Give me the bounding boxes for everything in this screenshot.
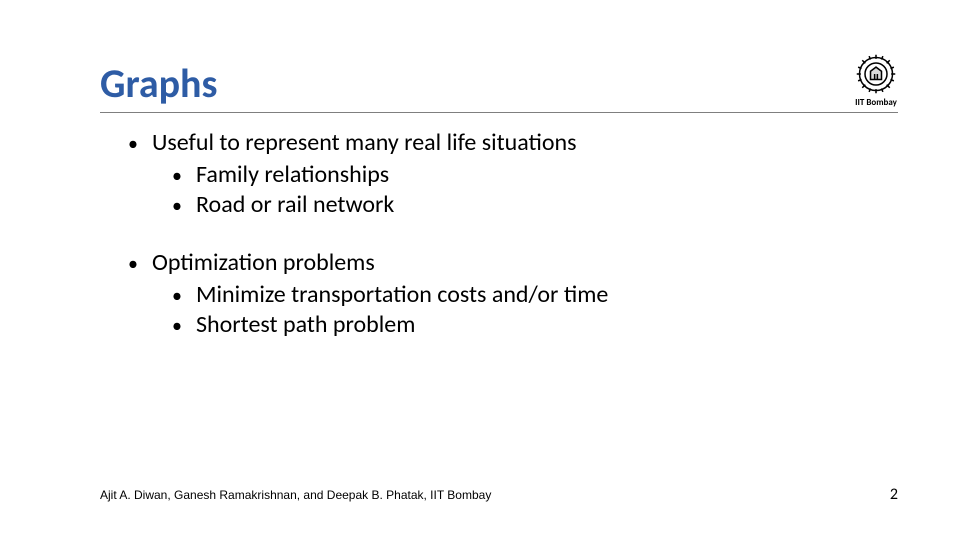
slide-header: Graphs xyxy=(100,52,898,108)
sub-bullet-text: Family relationships xyxy=(196,160,880,190)
bullet-text: Useful to represent many real life situa… xyxy=(152,128,880,158)
sub-bullet-text: Road or rail network xyxy=(196,190,880,220)
bullet-glyph: • xyxy=(128,250,152,278)
sub-bullet-item: • Minimize transportation costs and/or t… xyxy=(172,280,880,310)
bullet-glyph: • xyxy=(172,192,196,220)
bullet-glyph: • xyxy=(172,312,196,340)
bullet-glyph: • xyxy=(172,282,196,310)
footer-authors: Ajit A. Diwan, Ganesh Ramakrishnan, and … xyxy=(100,488,491,502)
bullet-glyph: • xyxy=(128,130,152,158)
sub-bullet-item: • Shortest path problem xyxy=(172,310,880,340)
gear-crest-icon xyxy=(854,52,898,96)
bullet-item: • Useful to represent many real life sit… xyxy=(128,128,880,220)
institution-logo: IIT Bombay xyxy=(854,52,898,108)
bullet-glyph: • xyxy=(172,162,196,190)
slide-footer: Ajit A. Diwan, Ganesh Ramakrishnan, and … xyxy=(100,485,898,504)
slide-body: • Useful to represent many real life sit… xyxy=(128,128,880,368)
bullet-item: • Optimization problems • Minimize trans… xyxy=(128,248,880,340)
sub-bullet-text: Shortest path problem xyxy=(196,310,880,340)
bullet-text: Optimization problems xyxy=(152,248,880,278)
sub-bullet-text: Minimize transportation costs and/or tim… xyxy=(196,280,880,310)
slide-title: Graphs xyxy=(100,64,217,108)
slide: Graphs xyxy=(0,0,960,540)
sub-bullet-item: • Family relationships xyxy=(172,160,880,190)
page-number: 2 xyxy=(890,485,898,504)
logo-label: IIT Bombay xyxy=(855,97,897,108)
sub-bullet-item: • Road or rail network xyxy=(172,190,880,220)
header-rule xyxy=(100,112,898,113)
